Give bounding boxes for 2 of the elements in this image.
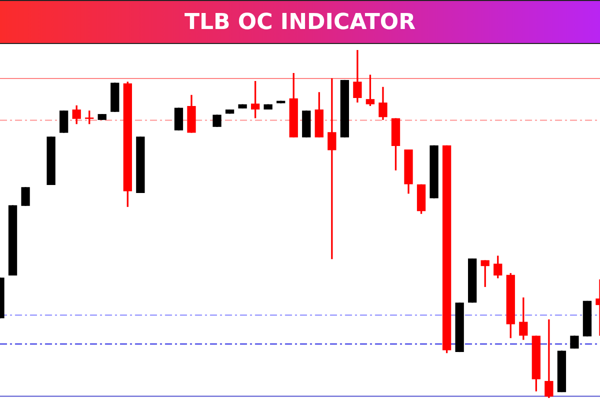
chart-title: TLB OC INDICATOR bbox=[0, 0, 600, 44]
candlestick bbox=[544, 319, 554, 398]
